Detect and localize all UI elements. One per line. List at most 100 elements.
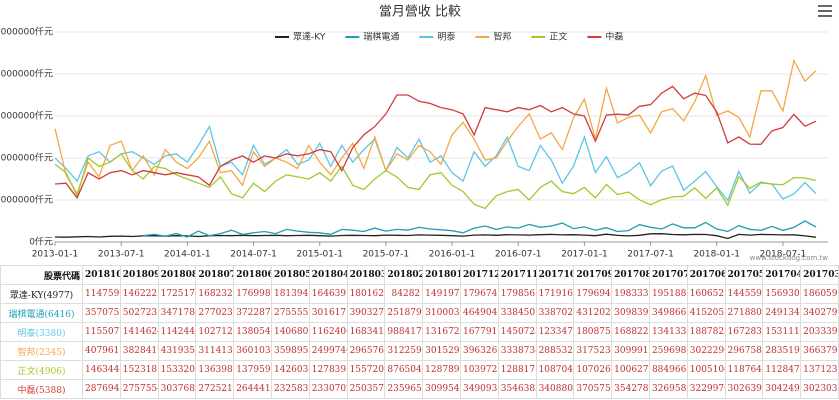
legend-label: 中磊 [605,31,623,43]
chart: 當月營收 比較 www.stockdog.com.tw 0仟元 1000000仟元… [0,5,832,262]
table-cell: 3269580 [648,379,688,399]
table-cell: 3122595 [384,341,424,361]
table-row: 智邦(2345)40796173828417431935431141393601… [0,341,839,361]
y-tick-label: 5000000仟元 [0,26,53,38]
table-cell: 164639 [308,284,348,304]
x-tick-label: 2018-01-1 [693,250,740,260]
series-line [54,124,817,202]
legend-label: 智邦 [493,31,511,43]
x-tick-label: 2013-01-1 [32,250,79,260]
table-cell: 1278398 [308,360,348,380]
table-cell: 988417 [384,322,424,342]
table-cell: 2965762 [346,341,386,361]
table-cell: 3963269 [459,341,499,361]
x-tick-label: 2015-07-1 [363,250,410,260]
table-cell: 3099913 [611,341,650,361]
table-cell: 3026391 [724,379,764,399]
y-tick-label: 2000000仟元 [0,152,53,164]
table-cell: 1531118 [762,322,802,342]
table-cell: 3037685 [157,379,197,399]
table-cell: 3705754 [573,379,613,399]
table-cell: 271880 [724,303,764,323]
header-cell: 股票代碼 [0,265,83,285]
header-cell: 20180701 [195,265,235,285]
table-cell: 2033395 [800,322,839,342]
table-cell: 349866 [648,303,688,323]
table-cell: 1155076 [82,322,121,342]
header-cell: 20180901 [119,265,159,285]
table-cell: 144559 [724,284,764,304]
header-cell: 20170501 [724,265,764,285]
legend-label: 明泰 [437,31,455,43]
x-tick-label: 2013-07-1 [98,250,145,260]
table-cell: 198333 [611,284,650,304]
x-tick-label: 2017-01-1 [561,250,608,260]
header-cell: 20180501 [270,265,310,285]
y-tick-label: 3000000仟元 [0,110,53,122]
header-cell: 20180101 [422,265,461,285]
table-cell: 415205 [686,303,726,323]
table-cell: 171916 [535,284,575,304]
table-cell: 1006273 [611,360,650,380]
table-cell: 瑞棋電通(6416) [0,303,83,323]
table-cell: 1414624 [119,322,159,342]
x-tick-label: 2016-01-1 [429,250,476,260]
table-cell: 3114139 [195,341,235,361]
header-cell: 20170701 [648,265,688,285]
header-cell: 20180801 [157,265,197,285]
table-cell: 智邦(2345) [0,341,83,361]
table-cell: 3598956 [270,341,310,361]
table-cell: 301617 [308,303,348,323]
header-row: 股票代碼201810012018090120180801201807012018… [0,265,839,285]
table-cell: 195188 [648,284,688,304]
table-cell: 3023039 [800,379,839,399]
header-cell: 20170601 [686,265,726,285]
table-cell: 84282 [384,284,424,304]
table-cell: 2835194 [762,341,802,361]
table-cell: 1683411 [346,322,386,342]
table-cell: 1162406 [308,322,348,342]
table-cell: 1808752 [573,322,613,342]
header-cell: 20170901 [573,265,613,285]
table-cell: 1087049 [535,360,575,380]
table-cell: 3099549 [422,379,461,399]
table-cell: 186059 [800,284,839,304]
header-cell: 20171101 [497,265,537,285]
table-cell: 正文(4906) [0,360,83,380]
header-cell: 20171001 [535,265,575,285]
table-cell: 1887823 [686,322,726,342]
table-cell: 1463448 [82,360,121,380]
header-cell: 20180401 [308,265,348,285]
table-cell: 2967587 [724,341,764,361]
table-cell: 168232 [195,284,235,304]
table-cell: 1233479 [535,322,575,342]
table-cell: 464904 [459,303,499,323]
table-row: 正文(4906)14634481523181153320413639871379… [0,360,839,380]
table-cell: 眾達-KY(4977) [0,284,83,304]
menu-icon[interactable] [818,5,832,17]
table-cell: 310003 [422,303,461,323]
table-cell: 179674 [459,284,499,304]
table-cell: 431202 [573,303,613,323]
table-cell: 179694 [573,284,613,304]
table-cell: 3408807 [535,379,575,399]
legend-label: 眾達-KY [293,31,326,43]
header-cell: 20180301 [346,265,386,285]
table-cell: 338450 [497,303,537,323]
table-cell: 249134 [762,303,802,323]
table-cell: 160652 [686,284,726,304]
table-cell: 1039726 [459,360,499,380]
table-cell: 277023 [195,303,235,323]
table-cell: 4319354 [157,341,197,361]
table-cell: 347178 [157,303,197,323]
table-cell: 156930 [762,284,802,304]
